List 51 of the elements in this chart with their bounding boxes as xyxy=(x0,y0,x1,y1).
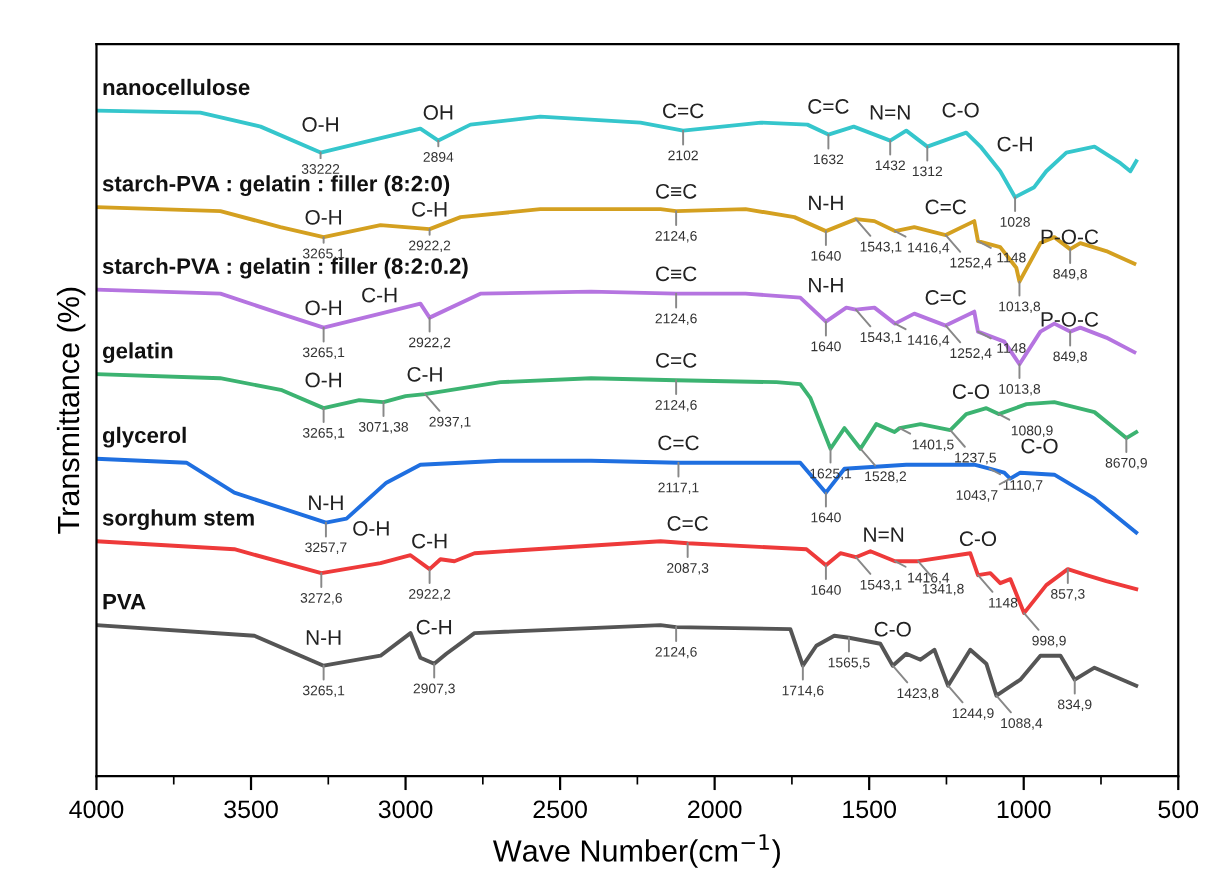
annotation: C=C xyxy=(656,352,697,368)
annotation: N=N xyxy=(864,527,904,542)
annotation: C=C xyxy=(663,103,704,119)
annotation: C-O xyxy=(1021,438,1058,454)
annotation: N-H xyxy=(306,630,341,645)
annotation: C-H xyxy=(362,287,397,303)
annotation: P-O-C xyxy=(1041,312,1099,327)
y-axis-title: Transmittance (%) xyxy=(56,287,86,534)
annotation: C=C xyxy=(808,99,849,114)
x-tick-label: 1000 xyxy=(997,800,1051,819)
annotation: N-H xyxy=(309,495,343,510)
annotation: C-O xyxy=(942,102,979,118)
x-axis-title: Wave Number(cm$^{−1}$) xyxy=(492,834,780,868)
annotation: N-H xyxy=(809,277,843,293)
annotation: C=C xyxy=(667,516,708,531)
annotation: O-H xyxy=(305,372,342,388)
x-tick-label: 4000 xyxy=(69,800,124,819)
series-label: starch-PVA : gelatin : filler (8:2:0.2) xyxy=(102,257,468,279)
annotation: N-H xyxy=(809,195,843,211)
x-tick-label: 3000 xyxy=(378,800,433,819)
annotation: C=C xyxy=(925,290,967,305)
annotation: O-H xyxy=(305,300,342,316)
annotation: OH xyxy=(423,105,453,120)
series-label: starch-PVA : gelatin : filler (8:2:0) xyxy=(102,175,450,197)
annotation: C≡C xyxy=(656,183,697,199)
annotation: O-H xyxy=(353,520,389,536)
series-label: glycerol xyxy=(102,426,186,448)
annotation: P-O-C xyxy=(1041,229,1099,245)
annotation: C-H xyxy=(412,533,447,549)
annotation: C-H xyxy=(997,136,1032,152)
annotation: C-H xyxy=(412,201,447,217)
annotation: C≡C xyxy=(656,266,697,282)
annotation: O-H xyxy=(305,209,342,225)
x-tick-label: 1500 xyxy=(843,800,897,819)
x-tick-label: 500 xyxy=(1158,800,1199,819)
x-tick-label: 2000 xyxy=(688,800,742,819)
annotation: C-O xyxy=(959,531,997,547)
annotation: C-O xyxy=(952,384,990,399)
annotation: C-O xyxy=(874,621,911,637)
annotation: O-H xyxy=(302,117,338,132)
annotation: C-H xyxy=(416,619,452,635)
series-label: sorghum stem xyxy=(102,509,254,531)
annotation: N=N xyxy=(870,105,910,120)
x-tick-label: 2500 xyxy=(533,800,587,819)
series-label: gelatin xyxy=(102,342,173,364)
series-label: nanocellulose xyxy=(103,78,250,96)
annotation: C=C xyxy=(658,435,699,451)
annotation: C=C xyxy=(925,199,967,215)
series-label: PVA xyxy=(103,594,146,610)
x-tick-label: 3500 xyxy=(224,800,278,819)
annotation: C-H xyxy=(407,366,442,382)
